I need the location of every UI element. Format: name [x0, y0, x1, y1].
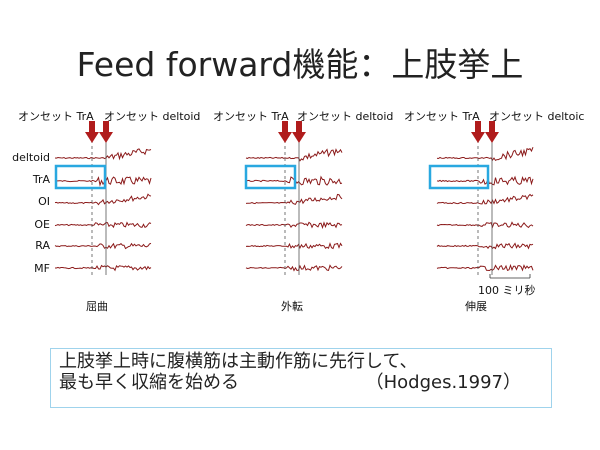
- emg-trace-p1-deltoid: [54, 148, 152, 161]
- onset-deltoid-label-1: オンセット deltoid: [104, 110, 201, 123]
- row-label-ra: RA: [35, 239, 50, 252]
- emg-traces: [54, 147, 534, 272]
- row-label-mf: MF: [34, 262, 50, 275]
- slide-title: Feed forward機能：上肢挙上: [76, 45, 524, 84]
- emg-trace-p1-TrA: [54, 176, 152, 187]
- emg-trace-p2-deltoid: [245, 148, 343, 162]
- emg-trace-p3-TrA: [436, 175, 534, 186]
- onset-deltoid-label-3: オンセット deltoic: [489, 110, 585, 123]
- summary-textbox: 上肢挙上時に腹横筋は主動作筋に先行して、 最も早く収縮を始める （Hodges.…: [50, 348, 552, 408]
- arrow-deltoid-2: [292, 121, 306, 143]
- caption-extension: 伸展: [465, 300, 487, 313]
- scale-label: 100 ミリ秒: [478, 284, 536, 297]
- onset-tra-label-2: オンセット TrA: [213, 110, 289, 123]
- emg-trace-p2-OI: [245, 193, 343, 205]
- summary-line-2: 最も早く収縮を始める: [59, 372, 239, 393]
- arrow-tra-1: [85, 121, 99, 143]
- onset-deltoid-label-2: オンセット deltoid: [297, 110, 394, 123]
- row-label-deltoid: deltoid: [12, 151, 50, 164]
- emg-trace-p3-MF: [436, 263, 534, 272]
- arrow-deltoid-1: [99, 121, 113, 143]
- arrow-deltoid-3: [485, 121, 499, 143]
- tra-highlight-2: [244, 164, 297, 190]
- row-label-oe: OE: [34, 218, 50, 231]
- emg-trace-p3-OI: [436, 193, 534, 205]
- row-label-tra: TrA: [32, 173, 50, 186]
- arrow-tra-2: [278, 121, 292, 143]
- tra-highlight-1: [54, 164, 107, 190]
- emg-trace-p2-MF: [245, 264, 343, 272]
- arrow-tra-3: [471, 121, 485, 143]
- summary-line-1: 上肢挙上時に腹横筋は主動作筋に先行して、: [59, 351, 418, 372]
- caption-flexion: 屈曲: [86, 300, 108, 313]
- emg-trace-p3-deltoid: [436, 147, 534, 162]
- onset-tra-label-3: オンセット TrA: [404, 110, 480, 123]
- onset-arrows: [85, 121, 499, 143]
- onset-lines: [91, 140, 493, 275]
- emg-trace-p1-OE: [54, 221, 152, 229]
- emg-trace-p3-RA: [436, 242, 534, 250]
- onset-tra-label-1: オンセット TrA: [18, 110, 94, 123]
- row-label-oi: OI: [38, 195, 50, 208]
- emg-trace-p1-OI: [54, 193, 152, 206]
- emg-trace-p3-OE: [436, 221, 534, 229]
- scale-bar: [489, 274, 531, 279]
- emg-trace-p2-OE: [245, 221, 343, 230]
- caption-abduction: 外転: [281, 300, 303, 313]
- emg-trace-p1-RA: [54, 242, 152, 250]
- emg-trace-p2-RA: [245, 242, 343, 250]
- emg-trace-p1-MF: [55, 264, 152, 272]
- tra-highlight-boxes: [54, 164, 490, 190]
- citation: （Hodges.1997）: [365, 372, 521, 393]
- tra-highlight-3: [428, 164, 490, 190]
